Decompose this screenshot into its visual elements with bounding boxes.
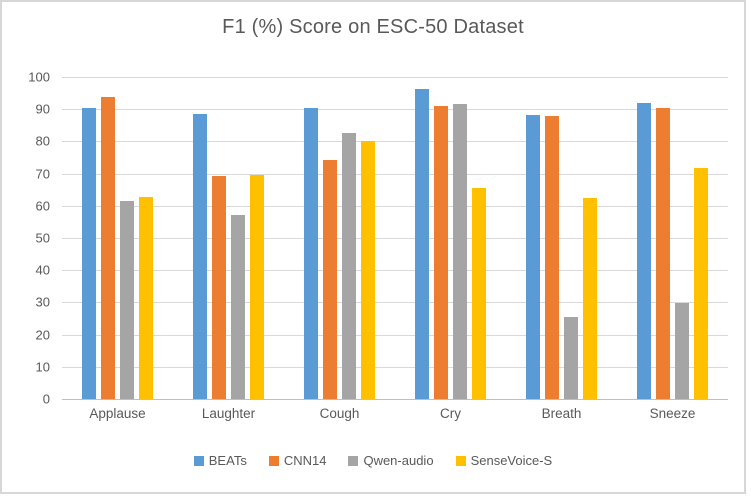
legend-item-cnn14: CNN14 — [268, 453, 327, 468]
bar-sensevoice-s-applause — [139, 196, 153, 399]
gridline-90 — [62, 109, 728, 111]
legend-marker-cnn14-icon — [268, 455, 279, 466]
y-tick-label-0: 0 — [42, 391, 50, 407]
plot-area — [62, 77, 728, 400]
bar-group-laughter — [173, 77, 284, 399]
x-category-label-laughter: Laughter — [201, 406, 256, 421]
legend-label-beats: BEATs — [208, 453, 247, 468]
x-axis-labels: Applause Laughter Cough Cry Breath Sneeze — [62, 406, 728, 421]
bar-qwen-audio-applause — [120, 200, 134, 399]
x-category-label-sneeze: Sneeze — [649, 406, 696, 421]
bar-qwen-audio-breath — [564, 317, 578, 399]
bar-group-cry — [395, 77, 506, 399]
bar-sensevoice-s-breath — [583, 198, 597, 399]
gridline-30 — [62, 302, 728, 304]
bar-beats-laughter — [193, 114, 207, 399]
x-category-label-cough: Cough — [319, 406, 360, 421]
bar-group-applause — [62, 77, 173, 399]
bar-cnn14-breath — [545, 116, 559, 399]
legend-label-qwen-audio: Qwen-audio — [363, 453, 434, 468]
bar-group-sneeze — [617, 77, 728, 399]
gridline-10 — [62, 366, 728, 368]
bar-groups — [62, 77, 728, 399]
y-axis-labels: 0 10 20 30 40 50 60 70 80 90 100 — [0, 70, 56, 407]
bar-beats-sneeze — [637, 103, 651, 399]
chart-title: F1 (%) Score on ESC-50 Dataset — [222, 16, 524, 38]
legend-marker-qwen-audio-icon — [348, 455, 359, 466]
bar-sensevoice-s-sneeze — [694, 167, 708, 399]
y-tick-label-30: 30 — [35, 294, 50, 310]
bar-beats-cry — [415, 89, 429, 399]
gridline-40 — [62, 270, 728, 272]
legend-item-beats: BEATs — [193, 453, 247, 468]
bar-group-cough — [284, 77, 395, 399]
bar-qwen-audio-laughter — [231, 215, 245, 399]
x-category-label-cry: Cry — [440, 406, 461, 421]
bar-group-breath — [506, 77, 617, 399]
legend: BEATs CNN14 Qwen-audio SenseVoice-S — [0, 453, 746, 468]
y-tick-label-20: 20 — [35, 327, 50, 343]
bar-cnn14-cough — [323, 160, 337, 399]
legend-label-cnn14: CNN14 — [283, 453, 327, 468]
y-tick-label-100: 100 — [28, 69, 50, 85]
legend-label-sensevoice-s: SenseVoice-S — [470, 453, 553, 468]
gridline-70 — [62, 173, 728, 175]
bar-qwen-audio-sneeze — [675, 303, 689, 399]
y-tick-label-50: 50 — [35, 230, 50, 246]
x-category-label-breath: Breath — [541, 406, 582, 421]
y-tick-label-10: 10 — [35, 359, 50, 375]
y-tick-label-80: 80 — [35, 133, 50, 149]
gridline-100 — [62, 77, 728, 78]
x-axis-line — [62, 399, 728, 400]
y-tick-label-90: 90 — [35, 101, 50, 117]
y-tick-label-40: 40 — [35, 262, 50, 278]
bar-sensevoice-s-laughter — [250, 174, 264, 399]
bar-cnn14-sneeze — [656, 108, 670, 399]
bar-qwen-audio-cough — [342, 133, 356, 399]
legend-item-sensevoice-s: SenseVoice-S — [455, 453, 553, 468]
gridline-60 — [62, 205, 728, 207]
y-tick-label-60: 60 — [35, 198, 50, 214]
legend-marker-beats-icon — [193, 455, 204, 466]
legend-marker-sensevoice-s-icon — [455, 455, 466, 466]
bar-beats-cough — [304, 108, 318, 399]
gridline-80 — [62, 141, 728, 143]
bar-cnn14-laughter — [212, 175, 226, 399]
x-category-label-applause: Applause — [89, 406, 146, 421]
bar-beats-applause — [82, 108, 96, 399]
gridline-20 — [62, 334, 728, 336]
bar-beats-breath — [526, 115, 540, 399]
bar-cnn14-applause — [101, 96, 115, 399]
bar-cnn14-cry — [434, 105, 448, 399]
gridline-50 — [62, 238, 728, 239]
y-tick-label-70: 70 — [35, 166, 50, 182]
bar-sensevoice-s-cough — [361, 140, 375, 399]
legend-item-qwen-audio: Qwen-audio — [348, 453, 434, 468]
bar-sensevoice-s-cry — [472, 188, 486, 399]
bar-qwen-audio-cry — [453, 104, 467, 399]
